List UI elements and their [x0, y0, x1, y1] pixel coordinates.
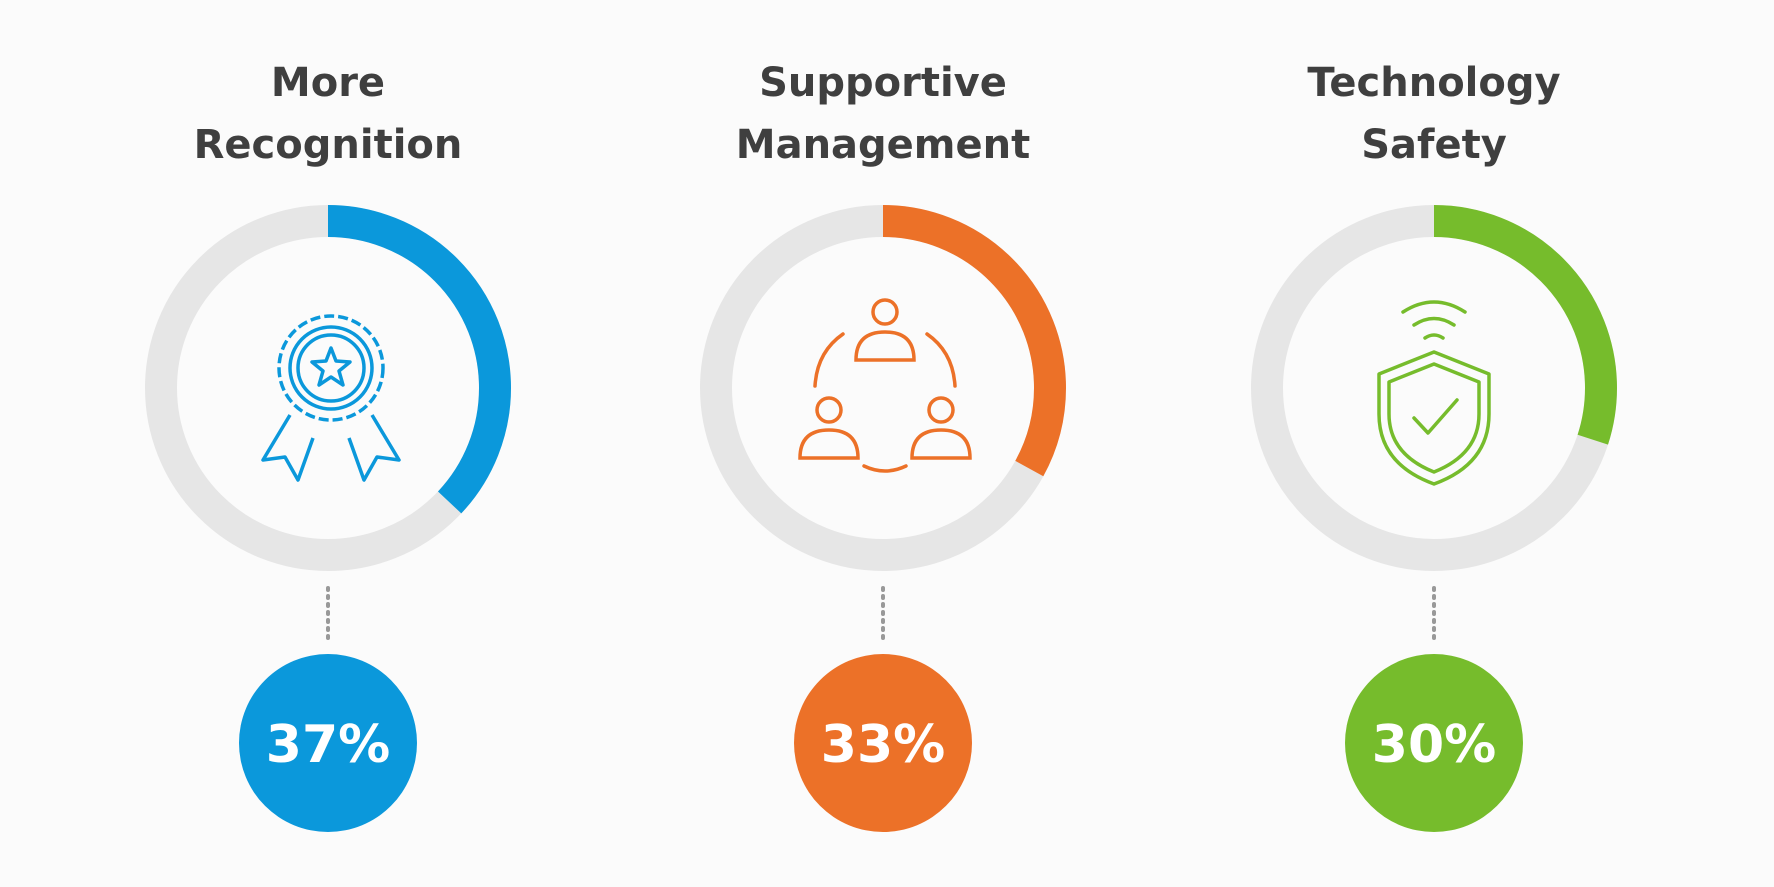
value-badge	[239, 654, 417, 832]
gauge-arc	[1251, 205, 1617, 571]
gauge-arc	[700, 205, 1066, 571]
gauge-title: Technology Safety	[1307, 60, 1561, 168]
gauge-title: More Recognition	[193, 60, 463, 168]
value-label: 33%	[821, 715, 945, 775]
value-badge	[794, 654, 972, 832]
team-icon	[798, 298, 972, 473]
award-icon	[261, 314, 401, 482]
value-label: 30%	[1372, 715, 1496, 775]
gauge-title: Supportive Management	[735, 60, 1031, 168]
value-label: 37%	[266, 715, 390, 775]
shield-icon	[1377, 300, 1491, 486]
gauge-arc	[145, 205, 511, 571]
value-badge	[1345, 654, 1523, 832]
